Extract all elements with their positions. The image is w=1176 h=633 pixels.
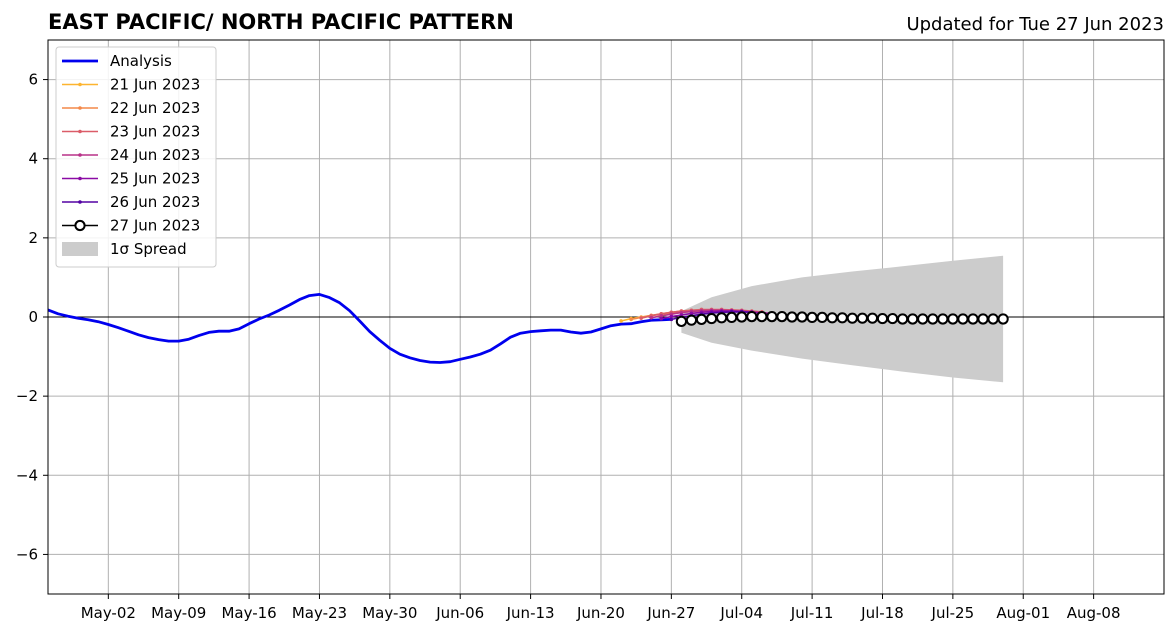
- chart-subtitle: Updated for Tue 27 Jun 2023: [906, 14, 1164, 35]
- forecast-point: [659, 314, 664, 318]
- y-tick-label: 0: [28, 308, 38, 326]
- y-tick-label: −6: [16, 545, 38, 563]
- forecast-point: [639, 316, 643, 320]
- latest-forecast-marker: [937, 313, 949, 325]
- y-tick-label: 2: [28, 229, 38, 247]
- x-tick-label: May-30: [362, 604, 417, 622]
- y-tick-label: 4: [28, 150, 38, 168]
- legend-forecast-dot: [78, 129, 82, 134]
- legend-box: [55, 46, 217, 268]
- forecast-point: [629, 317, 633, 322]
- latest-forecast-marker: [736, 311, 748, 323]
- legend-label: 27 Jun 2023: [110, 217, 200, 235]
- x-tick-label: Jul-25: [931, 604, 975, 622]
- latest-forecast-marker: [987, 313, 999, 325]
- x-tick-label: Jul-18: [860, 604, 904, 622]
- y-tick-label: −2: [16, 387, 38, 405]
- latest-forecast-marker: [886, 312, 899, 325]
- latest-forecast-marker: [796, 311, 808, 323]
- x-tick-label: Aug-08: [1067, 604, 1121, 622]
- latest-forecast-marker: [806, 311, 818, 323]
- legend-label: 24 Jun 2023: [110, 146, 200, 164]
- legend-label: 1σ Spread: [110, 240, 187, 258]
- x-tick-label: Jul-11: [790, 604, 834, 622]
- y-tick-label: −4: [16, 466, 38, 484]
- legend-forecast-dot: [78, 176, 82, 181]
- forecast-point: [619, 319, 623, 323]
- latest-forecast-marker: [876, 312, 889, 325]
- legend-spread-swatch: [62, 242, 98, 256]
- y-axis-ticks: −6 −4 −2 0 2 4 6: [16, 71, 48, 563]
- latest-forecast-marker: [756, 311, 768, 323]
- latest-forecast-marker: [816, 311, 828, 323]
- latest-forecast-marker: [967, 313, 979, 325]
- latest-forecast-marker: [997, 313, 1009, 325]
- legend-label: 21 Jun 2023: [110, 76, 200, 94]
- latest-forecast-marker: [947, 313, 959, 325]
- x-tick-label: Jun-20: [576, 604, 625, 622]
- x-axis-ticks: May-02 May-09 May-16 May-23 May-30 Jun-06 Jun-…: [81, 594, 1121, 622]
- legend-label: 26 Jun 2023: [110, 193, 200, 211]
- latest-forecast-marker: [836, 312, 848, 324]
- legend-forecast-dot: [78, 200, 82, 204]
- latest-forecast-marker: [856, 312, 868, 324]
- legend-forecast-dot: [78, 153, 82, 157]
- latest-forecast-marker: [705, 312, 718, 325]
- latest-forecast-marker: [716, 312, 728, 324]
- latest-forecast-marker: [917, 313, 929, 325]
- x-tick-label: May-16: [221, 604, 276, 622]
- legend-forecast-dot: [78, 82, 82, 87]
- chart-title: EAST PACIFIC/ NORTH PACIFIC PATTERN: [48, 10, 514, 34]
- x-tick-label: Jun-06: [435, 604, 484, 622]
- latest-forecast-marker: [766, 311, 778, 323]
- legend-label: 25 Jun 2023: [110, 170, 200, 188]
- latest-forecast-marker: [927, 313, 939, 325]
- latest-forecast-marker: [826, 312, 838, 324]
- legend-label: 23 Jun 2023: [110, 123, 200, 141]
- latest-forecast-marker: [896, 313, 909, 325]
- x-tick-label: May-23: [292, 604, 347, 622]
- legend: Analysis 21 Jun 2023 22 Jun 2023 23 Jun 202…: [55, 46, 217, 268]
- legend-forecast-dot: [78, 106, 82, 110]
- forecast-markers: [675, 311, 1009, 327]
- latest-forecast-marker: [675, 315, 688, 327]
- latest-forecast-marker: [907, 313, 919, 325]
- forecast-point: [669, 317, 674, 322]
- forecast-point: [649, 315, 654, 320]
- legend-label: Analysis: [110, 52, 172, 70]
- latest-forecast-marker: [846, 312, 858, 324]
- latest-forecast-marker: [786, 311, 798, 323]
- forecast-point: [669, 314, 674, 319]
- x-tick-label: Jun-27: [646, 604, 695, 622]
- x-tick-label: May-02: [81, 604, 136, 622]
- analysis-line: [47, 292, 672, 364]
- latest-forecast-marker: [957, 313, 969, 325]
- x-tick-label: Jun-13: [506, 604, 555, 622]
- x-tick-label: Jul-04: [719, 604, 763, 622]
- latest-forecast-marker: [695, 313, 708, 325]
- latest-forecast-marker: [726, 311, 738, 323]
- latest-forecast-marker: [776, 311, 788, 323]
- x-tick-label: Aug-01: [996, 604, 1050, 622]
- latest-forecast-marker: [685, 314, 698, 326]
- latest-forecast-marker: [977, 313, 989, 325]
- forecast-point: [659, 316, 664, 321]
- legend-latest-marker: [74, 219, 86, 232]
- latest-forecast-marker: [866, 312, 879, 324]
- x-tick-label: May-09: [151, 604, 206, 622]
- legend-label: 22 Jun 2023: [110, 99, 200, 117]
- y-tick-label: 6: [28, 71, 38, 89]
- latest-forecast-marker: [746, 311, 758, 323]
